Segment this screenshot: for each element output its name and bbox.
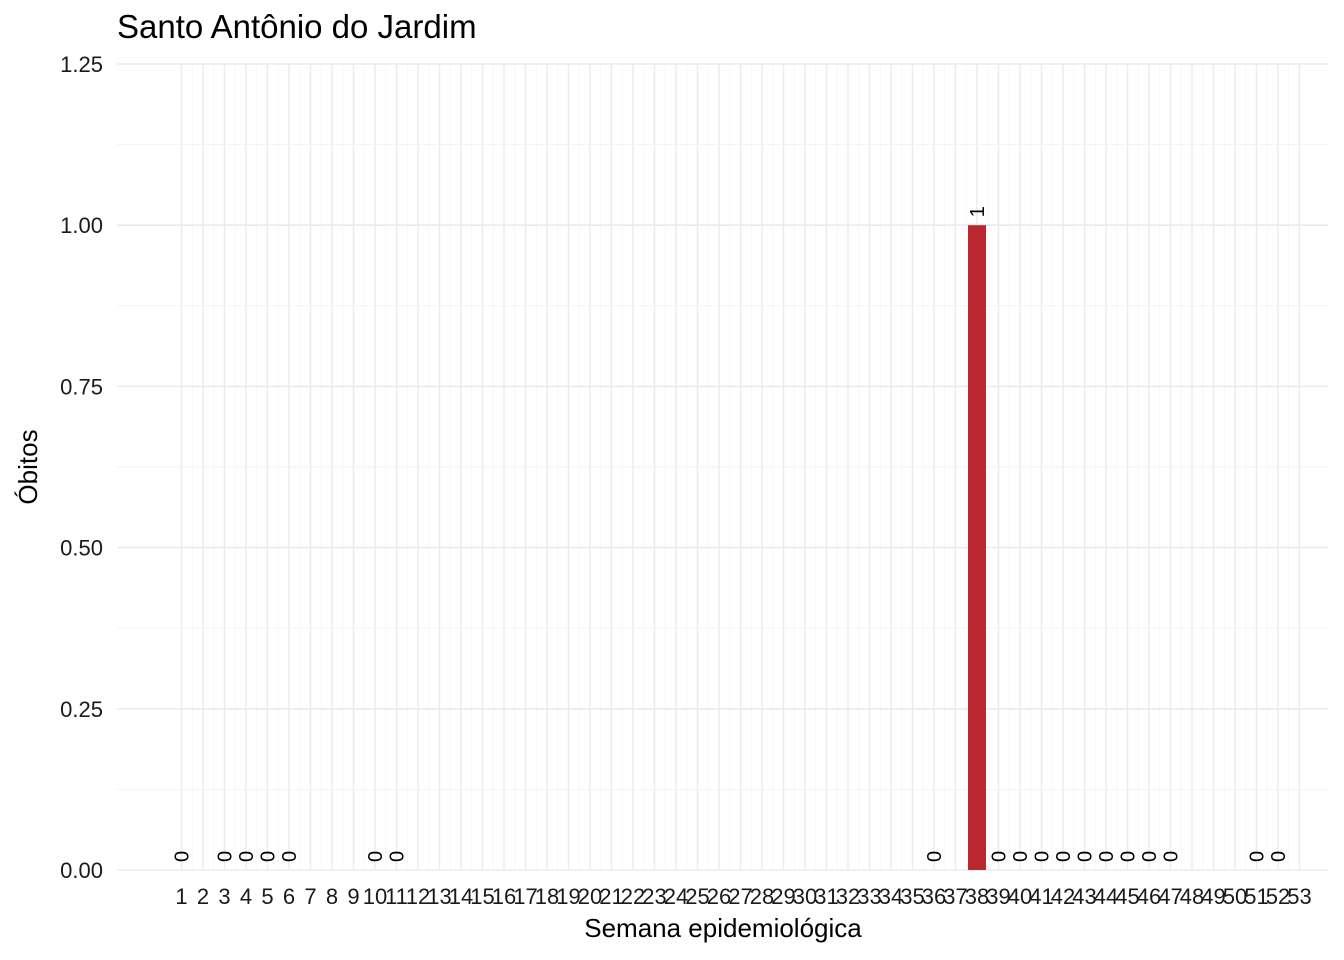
x-tick-label: 40 <box>1008 884 1032 909</box>
x-tick-label: 30 <box>793 884 817 909</box>
x-tick-label: 28 <box>750 884 774 909</box>
x-tick-label: 2 <box>197 884 209 909</box>
data-label: 0 <box>215 851 237 862</box>
x-tick-label: 21 <box>599 884 623 909</box>
data-label: 0 <box>279 851 301 862</box>
x-tick-label: 3 <box>218 884 230 909</box>
x-tick-label: 10 <box>363 884 387 909</box>
x-tick-label: 18 <box>535 884 559 909</box>
x-tick-label: 33 <box>857 884 881 909</box>
x-tick-label: 44 <box>1094 884 1118 909</box>
data-label: 0 <box>258 851 280 862</box>
x-tick-label: 45 <box>1115 884 1139 909</box>
x-tick-label: 6 <box>283 884 295 909</box>
x-tick-label: 48 <box>1180 884 1204 909</box>
y-axis-ticks: 0.00 0.25 0.50 0.75 1.00 1.25 <box>60 52 103 883</box>
y-axis-title: Óbitos <box>13 429 43 504</box>
y-tick-label: 1.00 <box>60 213 103 238</box>
x-tick-label: 38 <box>965 884 989 909</box>
x-tick-label: 16 <box>492 884 516 909</box>
x-tick-label: 34 <box>879 884 903 909</box>
data-label: 0 <box>1032 851 1054 862</box>
data-label: 0 <box>1010 851 1032 862</box>
x-tick-label: 15 <box>470 884 494 909</box>
x-tick-label: 22 <box>621 884 645 909</box>
data-label: 0 <box>1161 851 1183 862</box>
x-tick-label: 26 <box>707 884 731 909</box>
x-tick-label: 23 <box>642 884 666 909</box>
data-label: 0 <box>924 851 946 862</box>
chart-title: Santo Antônio do Jardim <box>117 8 477 45</box>
x-tick-label: 51 <box>1244 884 1268 909</box>
data-label: 0 <box>1139 851 1161 862</box>
x-tick-label: 47 <box>1158 884 1182 909</box>
x-tick-label: 50 <box>1223 884 1247 909</box>
x-tick-label: 43 <box>1072 884 1096 909</box>
data-label: 0 <box>365 851 387 862</box>
y-tick-label: 0.25 <box>60 697 103 722</box>
x-tick-label: 39 <box>986 884 1010 909</box>
x-tick-label: 29 <box>771 884 795 909</box>
grid <box>117 63 1328 871</box>
x-tick-label: 20 <box>578 884 602 909</box>
x-tick-label: 7 <box>304 884 316 909</box>
x-tick-label: 36 <box>922 884 946 909</box>
x-tick-label: 11 <box>385 884 408 909</box>
x-tick-label: 27 <box>728 884 752 909</box>
x-tick-label: 5 <box>261 884 273 909</box>
data-label: 0 <box>1075 851 1097 862</box>
x-tick-label: 24 <box>664 884 688 909</box>
data-label: 0 <box>989 851 1011 862</box>
x-tick-label: 46 <box>1137 884 1161 909</box>
x-tick-label: 52 <box>1266 884 1290 909</box>
x-axis-ticks: 1 2 3 4 5 6 7 8 9 1011121314151617181920212223242… <box>175 884 1311 909</box>
x-tick-label: 13 <box>427 884 451 909</box>
x-tick-label: 37 <box>943 884 967 909</box>
x-tick-label: 49 <box>1201 884 1225 909</box>
x-tick-label: 9 <box>347 884 359 909</box>
y-tick-label: 1.25 <box>60 52 103 77</box>
x-tick-label: 25 <box>685 884 709 909</box>
data-label: 0 <box>1096 851 1118 862</box>
bars <box>968 225 986 870</box>
data-label: 0 <box>236 851 258 862</box>
y-tick-label: 0.50 <box>60 536 103 561</box>
x-tick-label: 31 <box>814 884 838 909</box>
x-tick-label: 8 <box>326 884 338 909</box>
y-tick-label: 0.00 <box>60 858 103 883</box>
data-label: 0 <box>1053 851 1075 862</box>
x-tick-label: 17 <box>513 884 537 909</box>
x-tick-label: 12 <box>406 884 430 909</box>
x-tick-label: 42 <box>1051 884 1075 909</box>
data-label: 0 <box>1247 851 1269 862</box>
x-tick-label: 1 <box>175 884 187 909</box>
x-tick-label: 41 <box>1029 884 1053 909</box>
x-tick-label: 32 <box>836 884 860 909</box>
x-tick-label: 53 <box>1287 884 1311 909</box>
data-labels: 0 0 0 0 0 0 0 010 0 0 0 0 0 0 0 0 0 0 <box>172 206 1291 862</box>
data-label: 1 <box>967 206 989 217</box>
x-tick-label: 19 <box>556 884 580 909</box>
data-label: 0 <box>387 851 409 862</box>
data-label: 0 <box>1118 851 1140 862</box>
data-label: 0 <box>1268 851 1290 862</box>
x-axis-title: Semana epidemiológica <box>584 913 862 943</box>
x-tick-label: 35 <box>900 884 924 909</box>
x-tick-label: 14 <box>449 884 473 909</box>
data-label: 0 <box>172 851 194 862</box>
y-tick-label: 0.75 <box>60 374 103 399</box>
x-tick-label: 4 <box>240 884 252 909</box>
bar <box>968 225 986 870</box>
